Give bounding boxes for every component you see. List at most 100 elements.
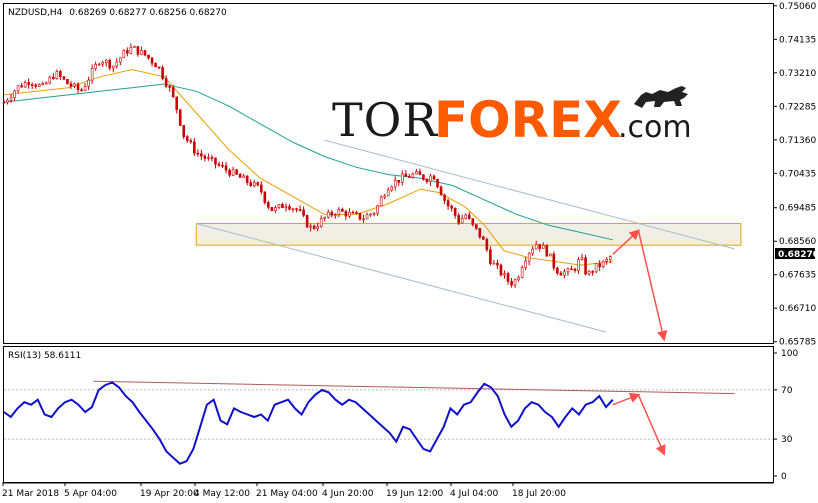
candle-body [37,84,41,87]
candle-body [594,263,598,273]
time-tick-label: 18 Jul 20:00 [512,489,566,499]
rsi-label: RSI(13) 58.6111 [8,351,81,361]
candle-body [129,46,133,54]
candle-body [90,68,94,81]
rsi-tick-label: 70 [781,386,793,396]
candle-body [517,277,520,281]
candle-body [284,206,288,209]
candle-body [242,175,245,178]
candle-body [510,281,513,286]
candle-body [362,218,365,221]
candle-body [432,175,436,180]
candle-body [55,71,59,79]
candle-body [460,218,464,224]
candle-body [534,244,538,250]
time-tick-label: 21 May 04:00 [256,489,318,499]
candle-body [83,86,87,91]
candle-body [157,66,161,69]
candle-body [482,236,485,240]
candle-body [94,64,97,69]
candle-body [140,50,143,55]
candle-body [228,169,231,176]
current-price-box [775,248,815,259]
price-tick-label: 0.75060 [779,2,816,12]
candle-body [171,87,175,98]
candle-body [450,205,453,209]
candle-body [351,211,355,214]
candle-body [298,209,302,211]
candle-body [178,109,182,126]
candle-body [503,273,506,276]
time-tick-label: 4 Jul 04:00 [450,489,499,499]
candle-body [263,191,267,203]
candle-body [404,173,408,177]
candle-body [69,83,73,87]
candle-body [108,59,112,69]
forecast-arrow-down [637,230,668,342]
rsi-tick-label: 0 [781,472,787,482]
price-tick-label: 0.65785 [779,338,816,348]
candle-body [277,204,281,208]
candle-body [422,174,425,180]
candle-body [326,211,330,218]
bull-icon [634,86,688,108]
candle-body [143,50,147,56]
logo-text-forex: FOREX [434,91,622,149]
candle-body [9,97,13,101]
candle-body [214,157,217,165]
candle-body [541,244,545,249]
candle-body [150,57,154,64]
candle-body [341,209,344,212]
candle-body [30,84,34,86]
candle-body [316,226,319,229]
candle-body [312,225,316,229]
candle-body [429,175,432,183]
rsi-forecast-arrow-down [637,394,666,456]
price-tick-label: 0.73210 [779,69,816,79]
price-tick-label: 0.71360 [779,136,816,146]
candle-body [545,244,549,257]
candle-body [80,89,83,91]
candle-body [563,271,566,276]
candle-body [136,46,140,55]
candle-body [281,204,284,209]
candle-body [13,90,16,98]
candle-body [66,78,69,85]
candle-body [605,259,609,262]
candle-body [270,207,274,212]
candle-body [527,252,531,262]
candle-body [73,83,76,87]
candle-body [425,178,429,183]
candle-body [580,257,584,260]
rsi-trend-line [93,380,735,395]
candle-body [196,152,200,155]
candle-body [577,259,580,271]
candle-body [559,272,563,276]
candle-body [182,125,186,138]
candle-body [274,207,277,212]
candle-body [161,67,164,79]
candle-body [259,184,263,193]
candle-body [570,268,573,271]
candle-body [104,59,108,63]
candle-body [492,262,496,265]
candle-body [496,262,499,266]
candle-body [365,214,369,220]
candle-body [520,267,524,278]
candle-body [464,214,468,219]
candle-body [411,173,415,178]
candle-body [291,208,295,211]
candle-body [531,248,534,254]
candle-body [305,215,309,228]
time-tick-label: 19 Jun 12:00 [386,489,443,499]
candle-body [27,82,30,85]
candle-body [48,76,52,84]
candle-body [499,264,503,276]
candle-body [439,186,443,196]
channel-upper-line [324,139,735,250]
candle-body [115,61,119,67]
candle-body [376,205,379,214]
candle-body [598,263,601,268]
candle-body [524,260,527,268]
candle-body [334,214,337,217]
